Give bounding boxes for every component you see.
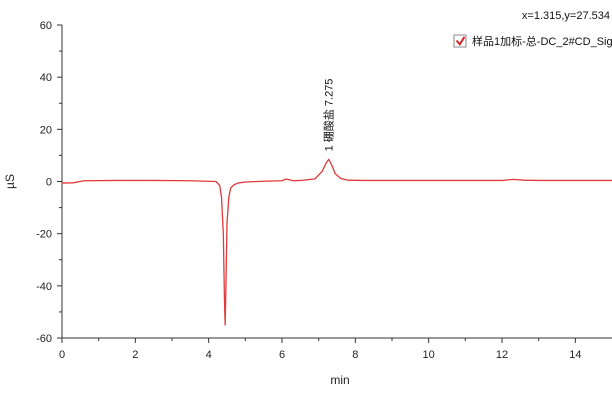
check-icon	[455, 36, 466, 46]
axes-layer: 60 40 20 0 -20 -40 -60 0 2 4 6 8 10 12 14 min µS	[3, 20, 612, 387]
legend: 样品1加标-总-DC_2#CD_Signal	[453, 34, 612, 48]
x-axis-label: min	[330, 373, 349, 387]
x-tick-label: 2	[132, 349, 138, 361]
series-layer	[61, 158, 612, 326]
y-tick-label: -20	[36, 229, 52, 241]
y-tick-label: 20	[40, 124, 52, 136]
y-tick-label: -60	[36, 333, 52, 345]
x-tick-label: 14	[569, 349, 581, 361]
y-tick-label: 60	[40, 20, 52, 32]
y-tick-label: -40	[36, 281, 52, 293]
x-tick-label: 0	[59, 349, 65, 361]
cursor-readout: x=1.315,y=27.534	[522, 10, 610, 22]
x-tick-label: 4	[206, 349, 212, 361]
signal-trace-0	[61, 158, 612, 326]
x-tick-label: 6	[279, 349, 285, 361]
y-tick-label: 0	[46, 177, 52, 189]
y-axis-label: µS	[3, 174, 17, 189]
legend-label: 样品1加标-总-DC_2#CD_Signal	[472, 34, 612, 48]
x-tick-label: 12	[496, 349, 508, 361]
annotation-layer: 1 硼酸盐 7.275	[322, 79, 336, 152]
peak-label: 1 硼酸盐 7.275	[322, 79, 336, 152]
x-tick-label: 10	[423, 349, 435, 361]
x-tick-label: 8	[352, 349, 358, 361]
y-tick-label: 40	[40, 72, 52, 84]
